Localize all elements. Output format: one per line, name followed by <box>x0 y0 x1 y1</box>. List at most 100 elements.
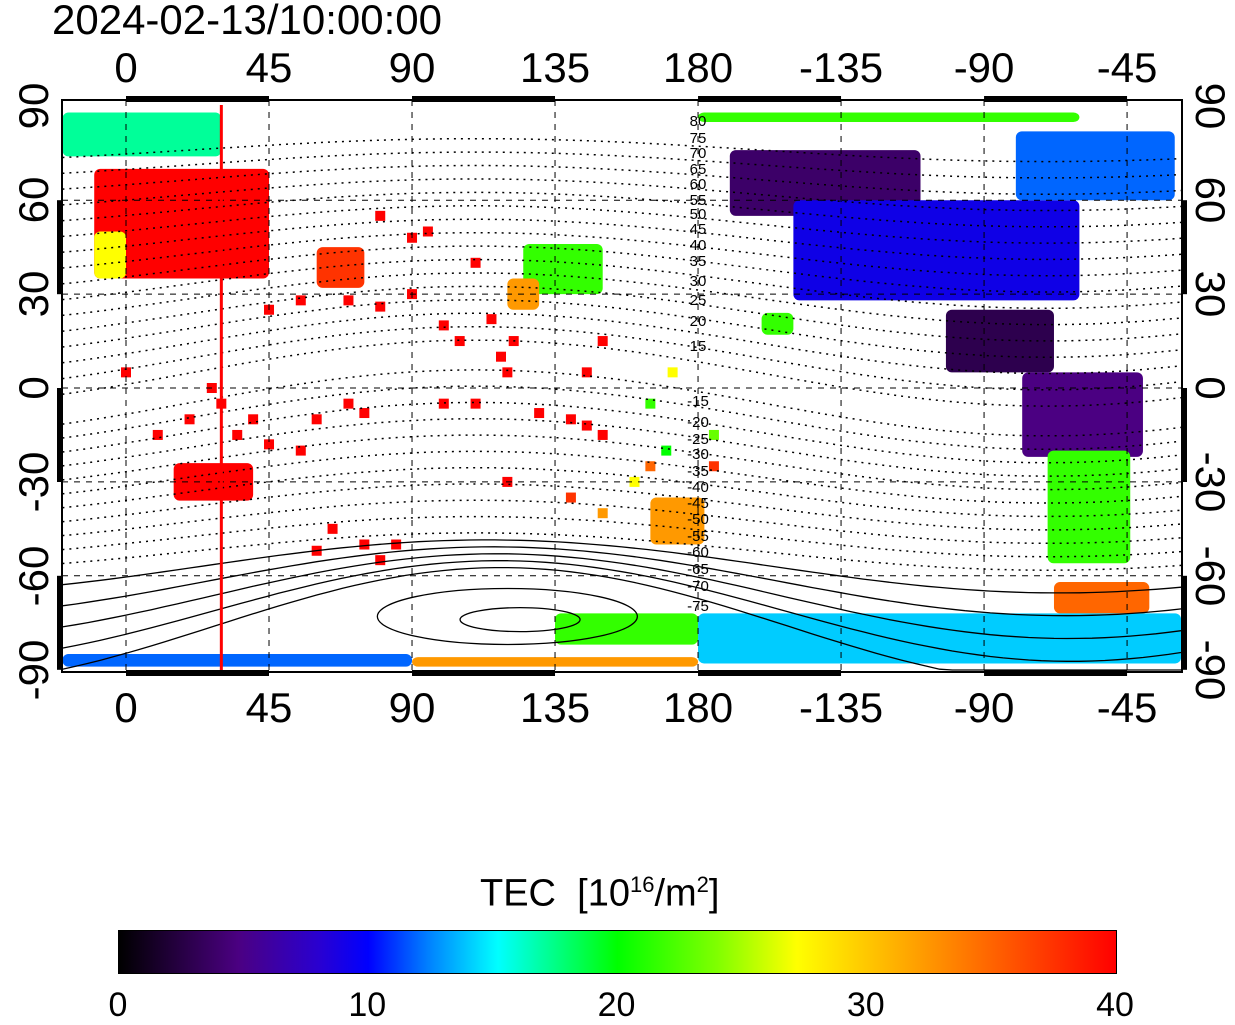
tec-point <box>454 336 465 347</box>
tec-region-nz <box>650 497 705 545</box>
tec-point <box>375 301 386 312</box>
frame-tick-bottom <box>984 670 1128 676</box>
tec-point <box>486 314 497 325</box>
bottom-lon-tick-label: 180 <box>662 684 734 731</box>
frame-tick-bottom <box>126 670 269 676</box>
tec-point <box>375 555 386 566</box>
plot-frame <box>61 99 1183 673</box>
contour-line <box>62 258 1182 310</box>
tec-point <box>645 461 656 472</box>
top-lon-tick-label: 135 <box>519 44 591 91</box>
tec-point <box>295 445 306 456</box>
left-lat-tick-label: 90 <box>10 82 57 130</box>
frame-tick-left <box>57 388 63 482</box>
magnetic-latitude-contours <box>62 137 1182 671</box>
tec-point <box>422 226 433 237</box>
contour-line <box>62 151 1182 179</box>
contour-line <box>62 532 1182 571</box>
tec-region-north-pole-strip <box>698 112 1080 122</box>
contour-line <box>62 339 1182 407</box>
tec-point <box>121 367 131 378</box>
tec-point <box>597 508 608 519</box>
tec-point <box>343 398 354 409</box>
colorbar-tick-label: 40 <box>1096 986 1134 1024</box>
contour-label: -55 <box>687 528 709 545</box>
contour-label: 35 <box>690 253 707 270</box>
frame-tick-right <box>1181 200 1187 295</box>
tec-point <box>311 414 322 425</box>
tec-point <box>359 408 370 419</box>
tec-region-europe <box>94 168 270 279</box>
frame-tick-bottom <box>412 670 556 676</box>
contour-label: -45 <box>687 495 709 512</box>
top-lon-tick-label: 90 <box>388 44 436 91</box>
tec-point <box>581 367 592 378</box>
tec-point <box>232 429 243 440</box>
contour-line <box>62 560 1182 662</box>
contour-line <box>62 418 1182 477</box>
tec-region-central-america <box>945 309 1054 373</box>
map-title: 2024-02-13/10:00:00 <box>52 0 442 43</box>
contour-line <box>62 553 1182 640</box>
tec-point <box>359 539 370 550</box>
tec-region-north-america <box>793 200 1080 301</box>
contour-label: -35 <box>687 463 709 480</box>
right-lat-tick-label: 0 <box>1187 376 1234 400</box>
tec-point <box>343 295 354 306</box>
contour-label: -70 <box>687 578 709 595</box>
top-lon-tick-label: -90 <box>953 44 1015 91</box>
frame-tick-left <box>57 200 63 295</box>
contour-line <box>62 178 1182 212</box>
tec-region-antarctica-west <box>698 613 1182 664</box>
contour-label: 15 <box>690 338 707 355</box>
top-lon-tick-label: -135 <box>799 44 884 91</box>
tec-point <box>645 398 656 409</box>
contour-line <box>62 231 1182 277</box>
frame-tick-top <box>698 96 842 102</box>
right-lat-tick-label: 90 <box>1187 82 1234 130</box>
frame-tick-top <box>126 96 269 102</box>
tec-region-south-africa <box>173 463 254 501</box>
contour-line <box>62 515 1182 558</box>
contour-line <box>62 466 1182 518</box>
contour-line <box>62 499 1182 545</box>
left-lat-tick-label: 30 <box>10 270 57 318</box>
tec-region-south-america-south <box>1047 450 1131 564</box>
contour-label: 75 <box>690 130 707 147</box>
tec-point <box>597 429 608 440</box>
tec-region-canada <box>729 150 921 216</box>
contour-label: 70 <box>690 145 707 162</box>
bottom-lon-tick-label: 135 <box>519 684 591 731</box>
contour-line <box>376 587 639 646</box>
top-lon-tick-label: 180 <box>662 44 734 91</box>
tec-point <box>581 420 592 431</box>
frame-tick-top <box>984 96 1128 102</box>
tec-point <box>438 398 449 409</box>
colorbar-title: TEC [1016/m2] <box>480 872 720 915</box>
frame-tick-right <box>1181 575 1187 670</box>
tec-point <box>470 257 481 268</box>
contour-label: 20 <box>690 313 707 330</box>
right-lat-tick-label: -30 <box>1187 451 1234 513</box>
contour-label: 80 <box>690 113 707 130</box>
bottom-lon-tick-label: -135 <box>799 684 884 731</box>
contour-line <box>459 606 581 633</box>
tec-point <box>708 461 719 472</box>
tec-point <box>629 476 640 487</box>
contour-line <box>62 299 1182 358</box>
colorbar <box>118 930 1117 974</box>
contour-label: 60 <box>690 176 707 193</box>
contour-line <box>62 385 1182 451</box>
contour-label: -15 <box>687 393 709 410</box>
contour-line <box>62 539 1182 594</box>
tec-point <box>708 429 719 440</box>
tec-point <box>534 408 545 419</box>
right-lat-tick-label: 30 <box>1187 270 1234 318</box>
contour-line <box>62 401 1182 464</box>
contour-label: -30 <box>687 446 709 463</box>
tec-point <box>667 367 678 378</box>
left-lat-tick-label: -90 <box>10 639 57 701</box>
contour-label: 50 <box>690 206 707 223</box>
frame-tick-bottom <box>698 670 842 676</box>
